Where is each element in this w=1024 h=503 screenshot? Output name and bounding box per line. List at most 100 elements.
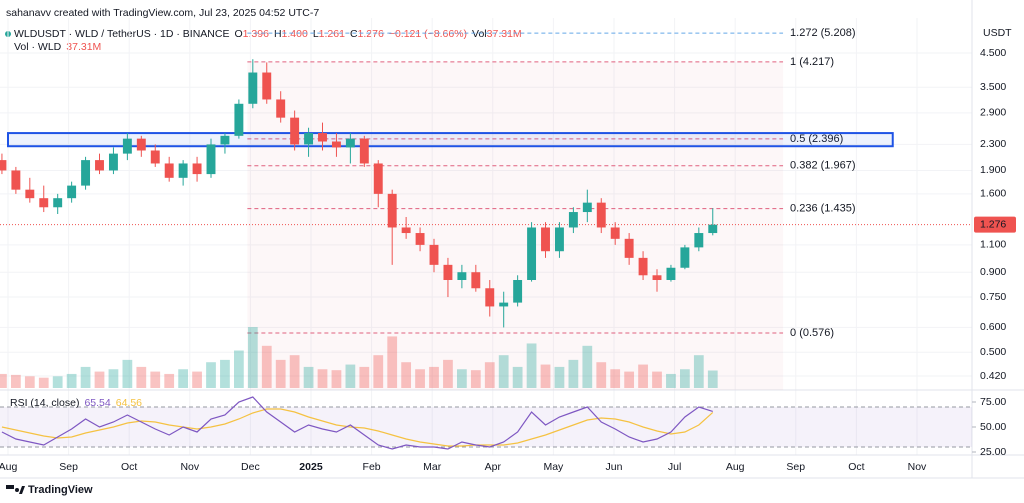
volume-bar bbox=[261, 345, 272, 388]
footer-logo bbox=[6, 485, 25, 494]
x-tick-label: Aug bbox=[726, 461, 745, 473]
candle-body bbox=[122, 138, 132, 154]
rsi-line bbox=[1, 396, 713, 450]
symbol: WLDUSDT · WLD / TetherUS · 1D · BINANCE bbox=[14, 28, 229, 40]
rsi-band bbox=[0, 407, 972, 447]
volume-bar bbox=[707, 370, 718, 388]
candle-body bbox=[178, 163, 188, 178]
candle-body bbox=[499, 302, 509, 307]
rsi-name: RSI (14, close) bbox=[10, 397, 79, 409]
volume-bar bbox=[164, 373, 175, 388]
volume-bar bbox=[401, 362, 412, 388]
candle-body bbox=[638, 257, 648, 276]
legend-item: L bbox=[313, 28, 319, 40]
volume-bar bbox=[624, 371, 635, 388]
volume-bar bbox=[470, 370, 481, 388]
x-tick-label: Oct bbox=[848, 461, 864, 473]
volume-bar bbox=[582, 345, 593, 388]
candle-body bbox=[11, 170, 21, 190]
candle-body bbox=[234, 103, 244, 136]
legend-item: 1.261 bbox=[319, 28, 345, 40]
fib-label: 1.272 (5.208) bbox=[790, 27, 855, 39]
rsi-title: RSI (14, close) 65.54 64.56 bbox=[10, 397, 142, 409]
rsi-tick-label: 25.00 bbox=[980, 446, 1006, 458]
x-tick-label: Dec bbox=[241, 461, 260, 473]
x-tick-label: Aug bbox=[0, 461, 17, 473]
legend-item: C bbox=[350, 28, 358, 40]
legend-item: Vol bbox=[472, 28, 487, 40]
x-tick-label: Nov bbox=[180, 461, 199, 473]
volume-bar bbox=[554, 366, 565, 388]
volume-bar bbox=[359, 366, 370, 388]
volume-bar bbox=[498, 355, 509, 388]
x-tick-label: Oct bbox=[121, 461, 137, 473]
fib-label: 0.382 (1.967) bbox=[790, 160, 855, 172]
x-tick-label: Sep bbox=[59, 461, 78, 473]
candle-body bbox=[373, 163, 383, 194]
x-tick-label: Mar bbox=[423, 461, 442, 473]
volume-bar bbox=[512, 366, 523, 388]
x-tick-label: Apr bbox=[485, 461, 502, 473]
last-price-label: 1.276 bbox=[980, 218, 1006, 230]
candle-body bbox=[318, 133, 327, 142]
y-tick-label: 1.100 bbox=[980, 239, 1006, 251]
candle-body bbox=[680, 247, 690, 268]
candle-body bbox=[304, 133, 314, 145]
y-tick-label: 0.750 bbox=[980, 291, 1006, 303]
volume-bar bbox=[136, 366, 147, 388]
candle-body bbox=[359, 138, 369, 164]
x-tick-label: Jul bbox=[668, 461, 681, 473]
candle-body bbox=[582, 202, 592, 213]
y-tick-label: 3.500 bbox=[980, 81, 1006, 93]
volume-bar bbox=[303, 366, 314, 388]
candle-body bbox=[108, 153, 118, 171]
volume-bar bbox=[80, 366, 91, 388]
legend-item: 37.31M bbox=[487, 28, 522, 40]
volume-bar bbox=[596, 362, 607, 388]
volume-bar bbox=[652, 371, 662, 388]
candle-body bbox=[220, 135, 230, 145]
candle-body bbox=[276, 99, 286, 118]
rsi-value: 65.54 bbox=[84, 397, 110, 409]
volume-bar bbox=[457, 369, 467, 388]
volume-bar bbox=[429, 366, 439, 388]
volume-bar bbox=[192, 371, 202, 388]
volume-legend: Vol · WLD 37.31M bbox=[14, 41, 101, 53]
rsi-tick-label: 75.00 bbox=[980, 396, 1006, 408]
fib-label: 0 (0.576) bbox=[790, 327, 834, 339]
candle-body bbox=[596, 202, 606, 228]
candle-body bbox=[610, 227, 620, 239]
volume-bar bbox=[345, 364, 356, 388]
candle-body bbox=[331, 141, 341, 148]
volume-bar bbox=[484, 362, 495, 388]
volume-bar bbox=[234, 350, 244, 388]
volume-bar bbox=[331, 370, 342, 388]
volume-bar bbox=[38, 377, 49, 388]
candle-body bbox=[164, 163, 174, 178]
volume-bar bbox=[0, 373, 7, 388]
y-tick-label: 0.600 bbox=[980, 321, 1006, 333]
legend-item: H bbox=[274, 28, 282, 40]
volume-bar bbox=[108, 369, 119, 388]
x-tick-label: Sep bbox=[786, 461, 805, 473]
candle-body bbox=[443, 264, 453, 281]
fib-shade bbox=[247, 61, 784, 390]
volume-bar bbox=[610, 369, 621, 388]
volume-bar bbox=[247, 327, 258, 388]
legend-item: 1.400 bbox=[282, 28, 308, 40]
legend: WLDUSDT · WLD / TetherUS · 1D · BINANCE O… bbox=[14, 28, 522, 40]
volume-bar bbox=[206, 362, 216, 388]
y-tick-label: 0.500 bbox=[980, 346, 1006, 358]
volume-bar bbox=[568, 359, 579, 388]
volume-title: Vol · WLD bbox=[14, 41, 62, 53]
volume-bar bbox=[24, 376, 35, 388]
candle-body bbox=[81, 160, 91, 186]
rsi-ma-value: 64.56 bbox=[116, 397, 142, 409]
y-tick-label: 4.500 bbox=[980, 47, 1006, 59]
y-tick-label: 1.900 bbox=[980, 164, 1006, 176]
rsi-tick-label: 50.00 bbox=[980, 421, 1006, 433]
volume-bar bbox=[415, 369, 425, 388]
x-tick-label: Jun bbox=[606, 461, 623, 473]
candle-body bbox=[527, 227, 537, 281]
candle-body bbox=[471, 272, 481, 289]
